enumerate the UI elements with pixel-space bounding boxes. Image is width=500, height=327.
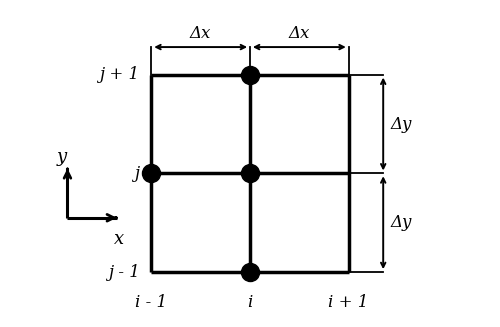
Text: Δy: Δy [390,115,411,132]
Text: Δx: Δx [190,25,212,42]
Text: y: y [56,148,66,166]
Text: i - 1: i - 1 [136,294,168,311]
Text: i: i [248,294,252,311]
Text: x: x [114,230,124,248]
Text: j + 1: j + 1 [100,66,140,83]
Text: j: j [134,165,140,182]
Text: i + 1: i + 1 [328,294,369,311]
Text: Δy: Δy [390,214,411,231]
Text: j - 1: j - 1 [108,264,140,281]
Text: Δx: Δx [288,25,310,42]
